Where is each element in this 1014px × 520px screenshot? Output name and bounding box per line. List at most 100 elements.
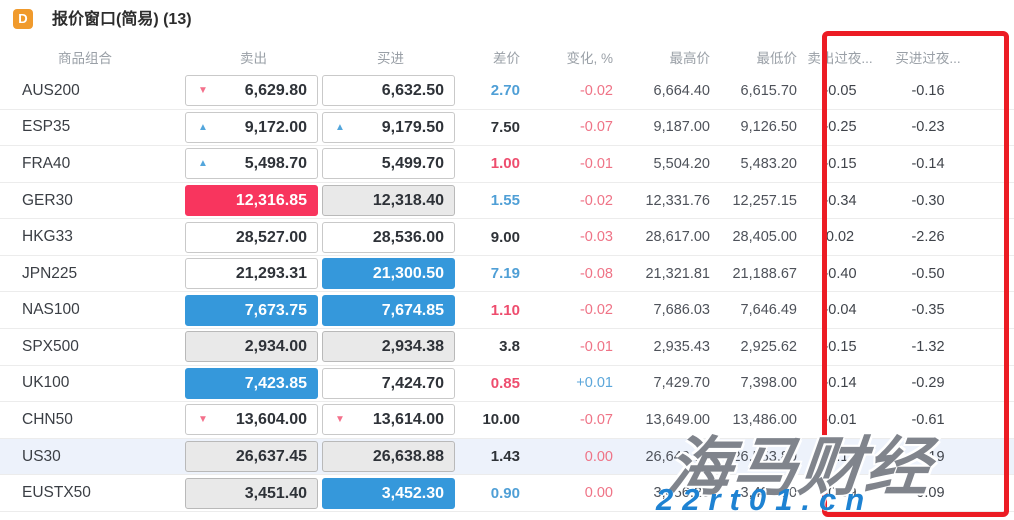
table-row[interactable]: FRA40 ▲ 5,498.70 5,499.70 1.00 -0.01 5,50… xyxy=(0,146,1014,183)
buy-price-button[interactable]: 12,318.40 xyxy=(322,185,455,217)
spread-value: 3.8 xyxy=(499,338,520,356)
table-row[interactable]: JPN225 21,293.31 21,300.50 7.19 -0.08 21… xyxy=(0,256,1014,293)
sell-overnight-value: -0.01 xyxy=(823,411,857,428)
window-titlebar: D 报价窗口(简易) (13) xyxy=(0,0,1014,40)
symbol-label: EUSTX50 xyxy=(22,484,91,502)
sell-price-button[interactable]: 3,451.40 xyxy=(185,477,318,509)
low-price-value: 13,486.00 xyxy=(732,411,797,428)
symbol-label: GER30 xyxy=(22,191,73,209)
sell-overnight-value: -0.40 xyxy=(823,265,857,282)
symbol-label: JPN225 xyxy=(22,264,78,282)
buy-price-button[interactable]: 5,499.70 xyxy=(322,148,455,180)
sell-price-button[interactable]: 26,637.45 xyxy=(185,441,318,473)
sell-overnight-value: -0.25 xyxy=(823,119,857,136)
spread-value: 7.50 xyxy=(490,118,520,136)
high-price-value: 9,187.00 xyxy=(653,119,710,136)
buy-price-button[interactable]: 7,674.85 xyxy=(322,294,455,326)
table-row[interactable]: NAS100 7,673.75 7,674.85 1.10 -0.02 7,68… xyxy=(0,292,1014,330)
sell-overnight-value: -0.09 xyxy=(823,485,857,502)
col-header-buy-swap: 买进过夜... xyxy=(895,50,961,66)
sell-price-button[interactable]: ▼ 6,629.80 xyxy=(185,75,318,107)
table-row[interactable]: CHN50 ▼ 13,604.00 ▼ 13,614.00 10.00 -0.07 … xyxy=(0,402,1014,439)
col-header-sell: 卖出 xyxy=(240,50,267,66)
buy-price-button[interactable]: 28,536.00 xyxy=(322,221,455,253)
buy-overnight-value: -0.09 xyxy=(911,485,945,502)
col-header-buy: 买进 xyxy=(377,50,404,66)
symbol-label: FRA40 xyxy=(22,154,71,172)
table-row[interactable]: SPX500 2,934.00 2,934.38 3.8 -0.01 2,935… xyxy=(0,329,1014,366)
sell-price-button[interactable]: 2,934.00 xyxy=(185,331,318,363)
change-pct-value: -0.02 xyxy=(579,192,613,209)
high-price-value: 7,429.70 xyxy=(653,375,710,392)
sell-price-button[interactable]: 21,293.31 xyxy=(185,258,318,290)
low-price-value: 7,646.49 xyxy=(740,302,797,319)
buy-overnight-value: -0.50 xyxy=(911,265,945,282)
table-row[interactable]: EUSTX50 3,451.40 3,452.30 0.90 0.00 3,45… xyxy=(0,475,1014,512)
col-header-sell-swap: 卖出过夜... xyxy=(807,50,873,66)
price-arrow-icon: ▼ xyxy=(335,414,345,426)
high-price-value: 6,664.40 xyxy=(653,82,710,99)
sell-overnight-value: -0.15 xyxy=(823,155,857,172)
table-header-row: 商品组合 卖出 买进 差价 变化, % 最高价 最低价 卖出过夜... 买进过夜… xyxy=(0,40,1014,73)
spread-value: 9.00 xyxy=(490,228,520,246)
col-header-low: 最低价 xyxy=(756,50,798,66)
buy-price-button[interactable]: ▼ 13,614.00 xyxy=(322,404,455,436)
buy-price-button[interactable]: 21,300.50 xyxy=(322,258,455,290)
col-header-product: 商品组合 xyxy=(58,50,112,66)
col-header-change: 变化, % xyxy=(566,50,613,66)
buy-overnight-value: -1.32 xyxy=(911,338,945,355)
sell-price-button[interactable]: 28,527.00 xyxy=(185,221,318,253)
sell-price-button[interactable]: ▲ 9,172.00 xyxy=(185,111,318,143)
app-badge-icon: D xyxy=(13,9,33,29)
low-price-value: 9,126.50 xyxy=(740,119,797,136)
symbol-label: UK100 xyxy=(22,374,70,392)
table-row[interactable]: GER30 12,316.85 12,318.40 1.55 -0.02 12,… xyxy=(0,183,1014,220)
buy-overnight-value: -0.30 xyxy=(911,192,945,209)
sell-overnight-value: -0.05 xyxy=(823,82,857,99)
spread-value: 0.85 xyxy=(490,374,520,392)
sell-price-button[interactable]: ▼ 13,604.00 xyxy=(185,404,318,436)
table-row[interactable]: UK100 7,423.85 7,424.70 0.85 +0.01 7,429… xyxy=(0,366,1014,403)
table-row[interactable]: HKG33 28,527.00 28,536.00 9.00 -0.03 28,… xyxy=(0,219,1014,256)
low-price-value: 26,553.80 xyxy=(732,448,797,465)
sell-price-button[interactable]: ▲ 5,498.70 xyxy=(185,148,318,180)
change-pct-value: -0.02 xyxy=(579,302,613,319)
spread-value: 1.10 xyxy=(490,301,520,319)
sell-overnight-value: -0.15 xyxy=(823,338,857,355)
buy-price-button[interactable]: 7,424.70 xyxy=(322,367,455,399)
high-price-value: 13,649.00 xyxy=(645,411,710,428)
change-pct-value: 0.00 xyxy=(584,485,613,502)
buy-price-button[interactable]: 6,632.50 xyxy=(322,75,455,107)
buy-overnight-value: -0.29 xyxy=(911,375,945,392)
sell-price-button[interactable]: 7,673.75 xyxy=(185,294,318,326)
quote-table-body: AUS200 ▼ 6,629.80 6,632.50 2.70 -0.02 6,6… xyxy=(0,73,1014,512)
sell-overnight-value: -0.14 xyxy=(823,375,857,392)
price-arrow-icon: ▼ xyxy=(198,85,208,97)
sell-overnight-value: -0.34 xyxy=(823,192,857,209)
spread-value: 1.55 xyxy=(490,192,520,210)
symbol-label: NAS100 xyxy=(22,301,80,319)
spread-value: 2.70 xyxy=(490,82,520,100)
sell-price-button[interactable]: 12,316.85 xyxy=(185,185,318,217)
symbol-label: ESP35 xyxy=(22,118,71,136)
high-price-value: 5,504.20 xyxy=(653,155,710,172)
col-header-spread: 差价 xyxy=(493,50,520,66)
high-price-value: 3,456.20 xyxy=(653,485,710,502)
low-price-value: 12,257.15 xyxy=(732,192,797,209)
watermark-site: 22rt01.cn xyxy=(656,482,874,517)
spread-value: 1.00 xyxy=(490,155,520,173)
low-price-value: 7,398.00 xyxy=(740,375,797,392)
buy-price-button[interactable]: ▲ 9,179.50 xyxy=(322,111,455,143)
table-row[interactable]: ESP35 ▲ 9,172.00 ▲ 9,179.50 7.50 -0.07 9,1… xyxy=(0,110,1014,147)
low-price-value: 28,405.00 xyxy=(732,229,797,246)
buy-overnight-value: -0.23 xyxy=(911,119,945,136)
buy-price-button[interactable]: 2,934.38 xyxy=(322,331,455,363)
sell-price-button[interactable]: 7,423.85 xyxy=(185,367,318,399)
change-pct-value: -0.01 xyxy=(579,155,613,172)
buy-overnight-value: -0.35 xyxy=(911,302,945,319)
sell-overnight-value: -0.04 xyxy=(823,302,857,319)
table-row[interactable]: US30 26,637.45 26,638.88 1.43 0.00 26,64… xyxy=(0,438,1014,476)
table-row[interactable]: AUS200 ▼ 6,629.80 6,632.50 2.70 -0.02 6,6… xyxy=(0,73,1014,110)
buy-price-button[interactable]: 3,452.30 xyxy=(322,477,455,509)
buy-price-button[interactable]: 26,638.88 xyxy=(322,441,455,473)
